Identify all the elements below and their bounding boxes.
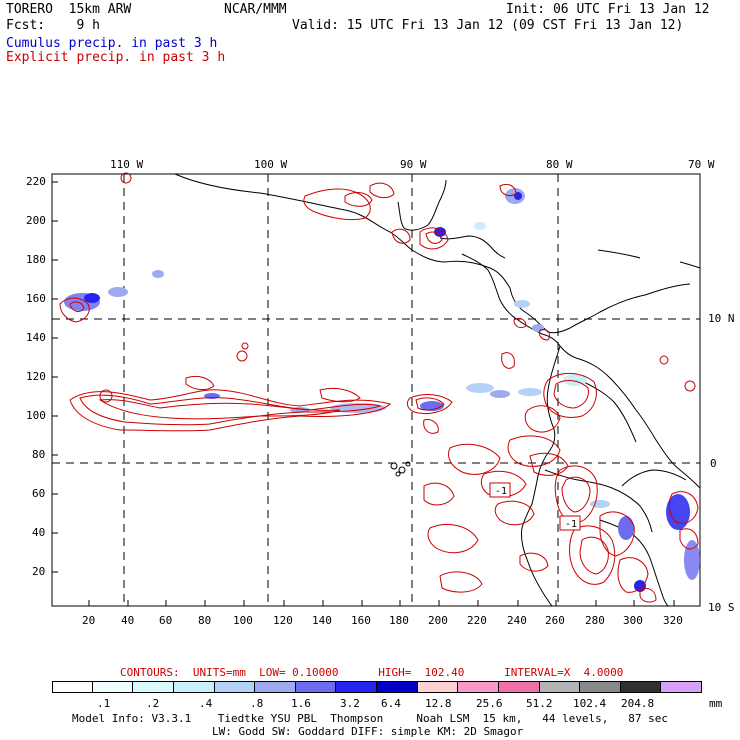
axis-ticks bbox=[52, 181, 675, 606]
colorbar-swatch bbox=[133, 681, 174, 693]
lat-label-10s: 10 S bbox=[708, 601, 735, 614]
valid-time: Valid: 15 UTC Fri 13 Jan 12 (09 CST Fri … bbox=[292, 18, 684, 33]
org-label: NCAR/MMM bbox=[224, 2, 287, 17]
model-info: Model Info: V3.3.1 Tiedtke YSU PBL Thomp… bbox=[72, 712, 669, 725]
x-tick: 180 bbox=[389, 614, 409, 627]
colorbar-swatch bbox=[539, 681, 581, 693]
lat-label-10n: 10 N bbox=[708, 312, 735, 325]
colorbar-swatch bbox=[458, 681, 499, 693]
map-frame bbox=[51, 173, 701, 607]
colorbar-swatch bbox=[377, 681, 418, 693]
contour-label-2: -1 bbox=[565, 519, 577, 530]
y-tick: 120 bbox=[26, 370, 46, 383]
y-tick: 20 bbox=[32, 565, 46, 578]
x-tick: 320 bbox=[663, 614, 683, 627]
lon-label-90w: 90 W bbox=[400, 158, 427, 171]
x-tick: 20 bbox=[82, 614, 96, 627]
x-tick: 260 bbox=[545, 614, 565, 627]
colorbar-swatch bbox=[417, 681, 459, 693]
y-tick: 160 bbox=[26, 292, 46, 305]
contour-value-labels: -1 -1 bbox=[489, 482, 581, 531]
colorbar-swatch bbox=[255, 681, 296, 693]
model-title: TORERO 15km ARW bbox=[6, 2, 132, 17]
init-time: Init: 06 UTC Fri 13 Jan 12 bbox=[506, 2, 710, 17]
colorbar-swatch bbox=[661, 681, 702, 693]
colorbar-label: .1 bbox=[97, 697, 111, 710]
colorbar-swatch bbox=[498, 681, 540, 693]
x-tick: 220 bbox=[467, 614, 487, 627]
colorbar-label: .2 bbox=[146, 697, 160, 710]
colorbar-label: 102.4 bbox=[573, 697, 607, 710]
colorbar-swatch bbox=[295, 681, 337, 693]
x-tick: 160 bbox=[351, 614, 371, 627]
forecast-hour: Fcst: 9 h bbox=[6, 18, 100, 33]
lat-lon-grid bbox=[52, 174, 700, 606]
colorbar-label: 25.6 bbox=[476, 697, 503, 710]
y-tick: 200 bbox=[26, 214, 46, 227]
y-tick: 80 bbox=[32, 448, 46, 461]
lon-label-110w: 110 W bbox=[110, 158, 144, 171]
x-tick: 300 bbox=[623, 614, 643, 627]
colorbar-label: .8 bbox=[250, 697, 264, 710]
x-tick: 60 bbox=[159, 614, 173, 627]
colorbar-swatch bbox=[620, 681, 662, 693]
x-tick: 200 bbox=[428, 614, 448, 627]
colorbar-swatch bbox=[336, 681, 377, 693]
colorbar-label: 204.8 bbox=[621, 697, 655, 710]
x-tick: 120 bbox=[273, 614, 293, 627]
y-tick: 220 bbox=[26, 175, 46, 188]
colorbar-label: 6.4 bbox=[381, 697, 401, 710]
x-tick: 240 bbox=[507, 614, 527, 627]
lon-label-80w: 80 W bbox=[546, 158, 573, 171]
contour-label-1: -1 bbox=[495, 486, 507, 497]
colorbar-swatch bbox=[92, 681, 134, 693]
colorbar-label: .4 bbox=[199, 697, 213, 710]
x-tick: 280 bbox=[585, 614, 605, 627]
precip-colorbar bbox=[52, 681, 702, 693]
x-tick: 100 bbox=[233, 614, 253, 627]
y-tick: 100 bbox=[26, 409, 46, 422]
y-tick: 60 bbox=[32, 487, 46, 500]
lat-label-0: 0 bbox=[710, 457, 717, 470]
physics-info: LW: Godd SW: Goddard DIFF: simple KM: 2D… bbox=[212, 725, 524, 738]
colorbar-unit: mm bbox=[709, 697, 723, 710]
legend-cumulus: Cumulus precip. in past 3 h bbox=[6, 36, 218, 51]
x-tick: 140 bbox=[312, 614, 332, 627]
colorbar-swatch bbox=[52, 681, 93, 693]
lon-label-70w: 70 W bbox=[688, 158, 715, 171]
colorbar-label: 3.2 bbox=[340, 697, 360, 710]
lon-label-100w: 100 W bbox=[254, 158, 288, 171]
y-tick: 40 bbox=[32, 526, 46, 539]
colorbar-label: 12.8 bbox=[425, 697, 452, 710]
y-tick: 180 bbox=[26, 253, 46, 266]
colorbar-swatch bbox=[580, 681, 621, 693]
colorbar-label: 1.6 bbox=[291, 697, 311, 710]
y-tick: 140 bbox=[26, 331, 46, 344]
colorbar-swatch bbox=[173, 681, 215, 693]
coastlines bbox=[174, 173, 701, 607]
explicit-precip-contours bbox=[59, 172, 699, 603]
x-tick: 80 bbox=[198, 614, 212, 627]
colorbar-label: 51.2 bbox=[526, 697, 553, 710]
legend-explicit: Explicit precip. in past 3 h bbox=[6, 50, 226, 65]
colorbar-swatch bbox=[214, 681, 256, 693]
x-tick: 40 bbox=[121, 614, 135, 627]
contour-info: CONTOURS: UNITS=mm LOW= 0.10000 HIGH= 10… bbox=[120, 666, 624, 679]
